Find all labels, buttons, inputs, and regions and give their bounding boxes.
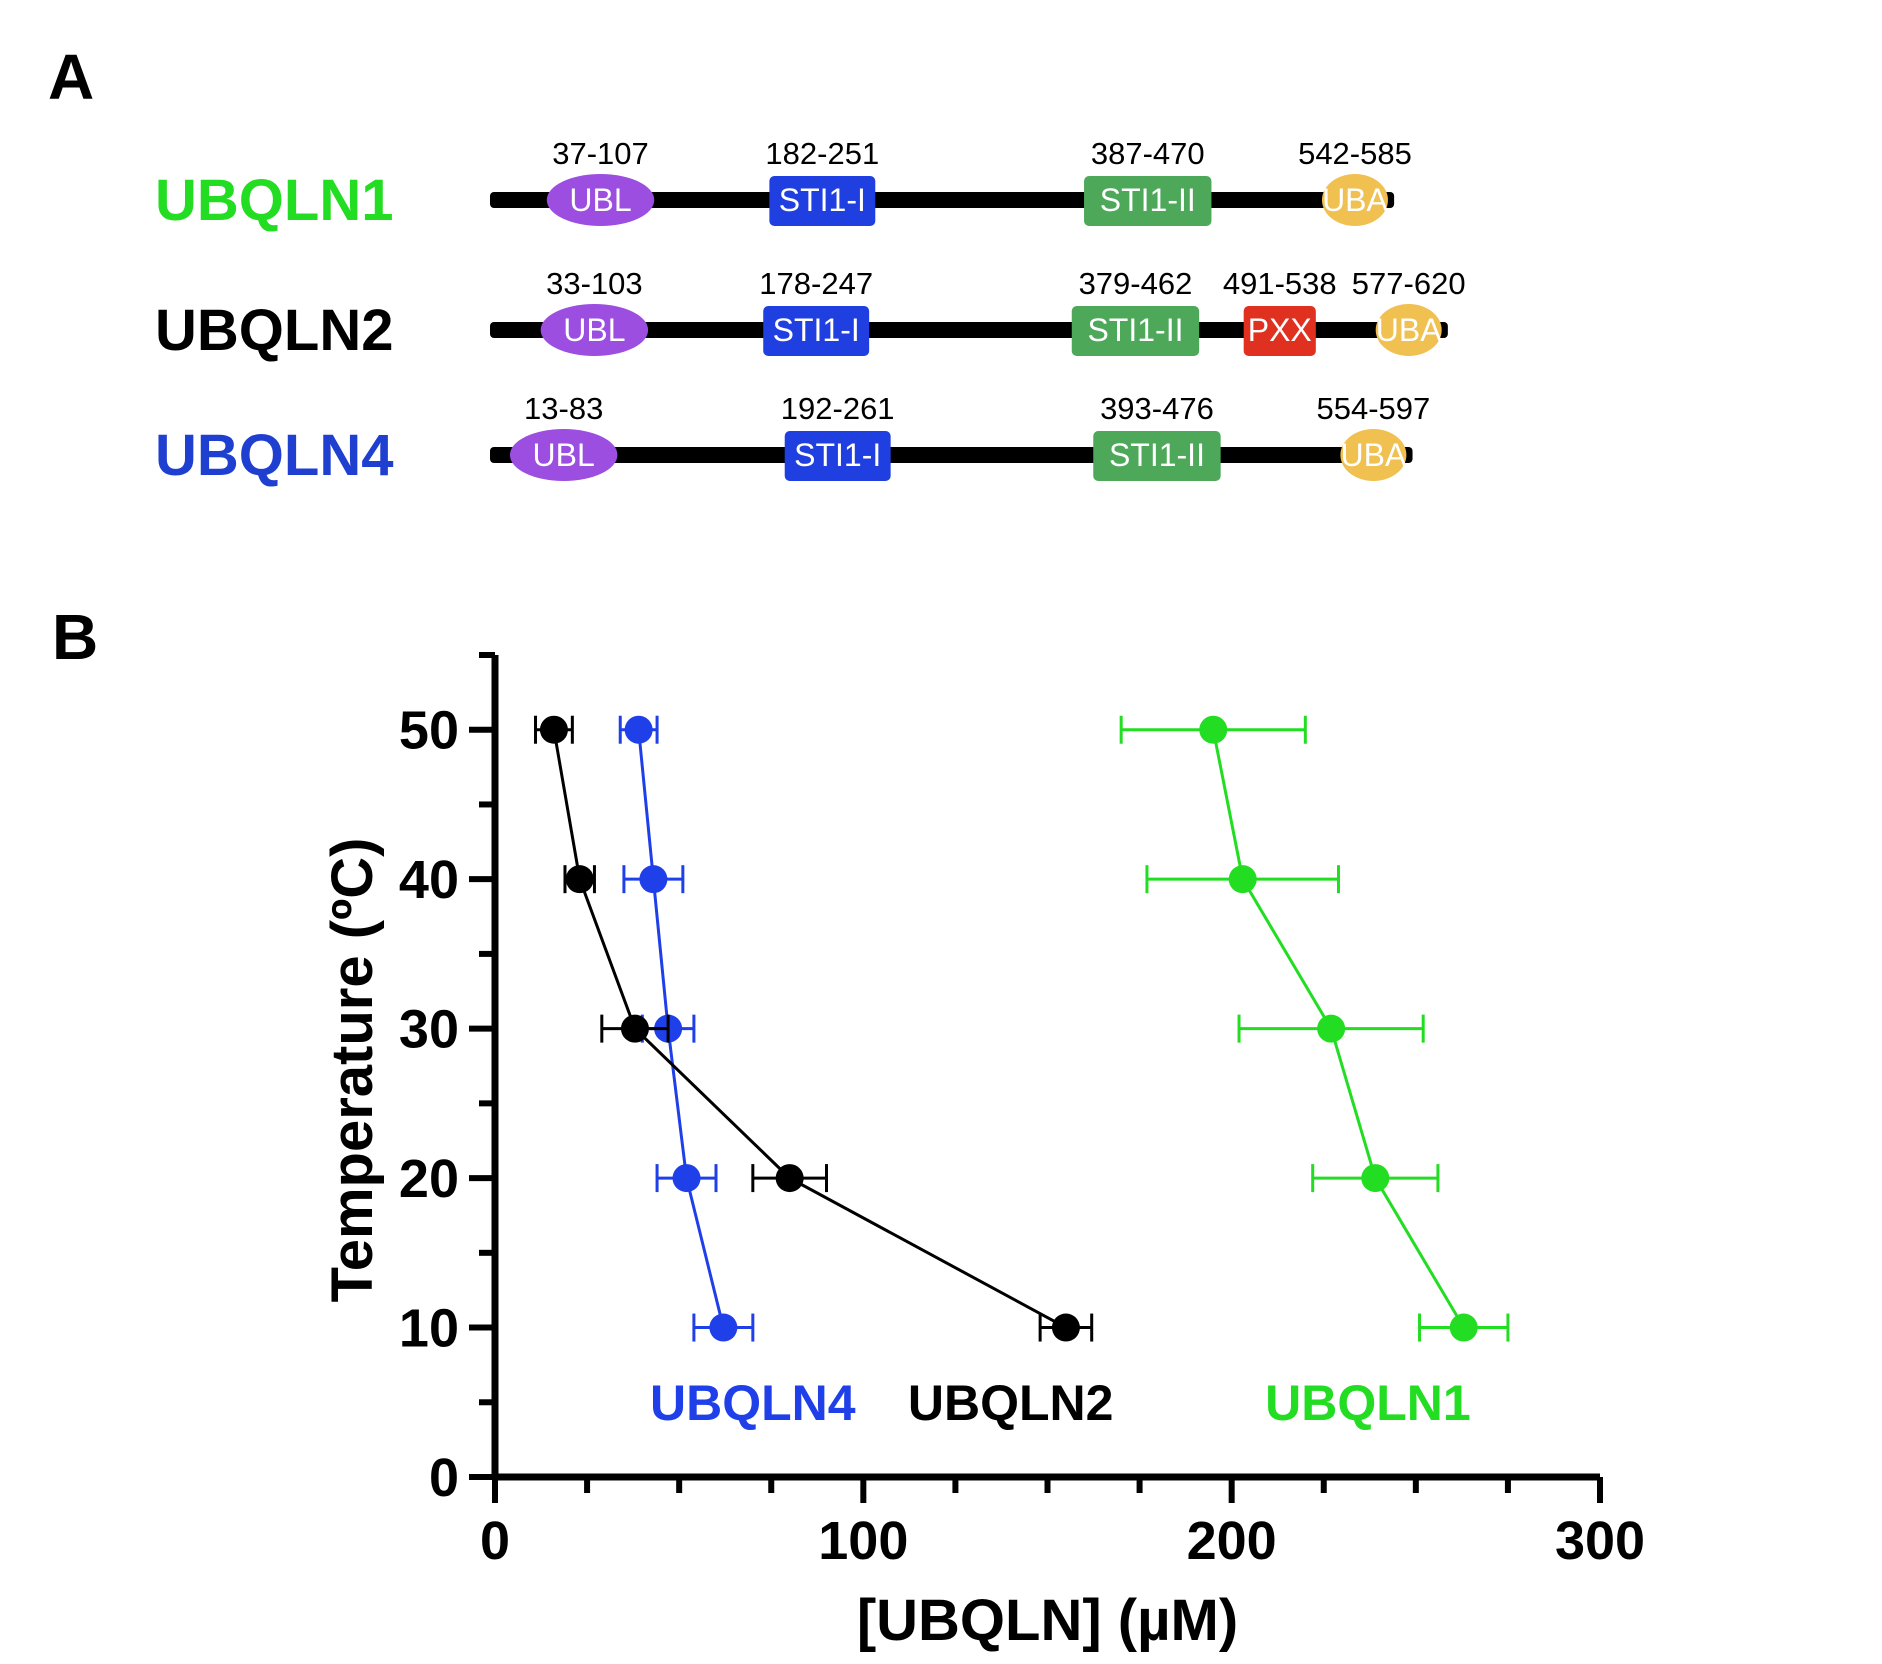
series-ubqln1: UBQLN1 — [1119, 715, 1510, 1431]
domain-sti1-i-label: STI1-I — [773, 312, 860, 348]
protein-name: UBQLN2 — [155, 298, 393, 363]
domain-uba-label: UBA — [1322, 182, 1388, 218]
data-point — [1051, 1313, 1080, 1342]
x-tick-label: 300 — [1555, 1511, 1645, 1571]
domain-uba-label: UBA — [1340, 437, 1406, 473]
series-label: UBQLN2 — [908, 1375, 1114, 1431]
domain-sti1-ii-shape — [1084, 176, 1212, 226]
protein-backbone — [490, 322, 1448, 338]
domain-uba-shape — [1340, 429, 1407, 481]
domain-ubl-range: 33-103 — [546, 266, 643, 301]
domain-ubl-label: UBL — [569, 182, 631, 218]
domain-sti1-ii-label: STI1-II — [1100, 182, 1196, 218]
data-point — [1449, 1313, 1478, 1342]
temperature-chart: 0 100 200 300 0 10 20 30 40 50 [UBQLN] (µM) Tempera… — [320, 652, 1645, 1653]
domain-sti1-ii-shape — [1093, 431, 1221, 481]
y-tick-label: 50 — [399, 701, 459, 761]
protein-row-ubqln1: UBQLN1 UBL 37-107 STI1-I 182-251 STI1-II 387-4… — [155, 136, 1412, 233]
panel-a-letter: A — [48, 41, 95, 113]
domain-ubl-label: UBL — [533, 437, 595, 473]
data-point — [1199, 715, 1228, 744]
axes: 0 100 200 300 0 10 20 30 40 50 [UBQLN] (µM) Tempera… — [320, 652, 1645, 1653]
protein-name: UBQLN4 — [155, 423, 393, 488]
domain-sti1-ii-shape — [1071, 306, 1200, 356]
panel-b-letter: B — [52, 601, 99, 673]
domain-ubl-shape — [509, 429, 618, 481]
domain-uba-shape — [1321, 174, 1388, 226]
domain-uba-range: 554-597 — [1317, 391, 1431, 426]
protein-row-ubqln2: UBQLN2 UBL 33-103 STI1-I 178-247 STI1-II 379-4… — [155, 266, 1466, 363]
protein-backbone — [490, 447, 1413, 463]
x-tick-label: 200 — [1187, 1511, 1277, 1571]
y-tick-label: 20 — [399, 1149, 459, 1209]
data-point — [620, 1014, 649, 1043]
x-axis-title: [UBQLN] (µM) — [857, 1588, 1238, 1653]
y-tick-label: 40 — [399, 850, 459, 910]
data-point — [639, 865, 668, 894]
x-tick-label: 0 — [480, 1511, 510, 1571]
domain-sti1-i-shape — [763, 306, 870, 356]
data-point — [624, 715, 653, 744]
series-ubqln2: UBQLN2 — [534, 715, 1114, 1431]
data-point — [775, 1164, 804, 1193]
domain-ubl-shape — [546, 174, 655, 226]
domain-sti1-ii-label: STI1-II — [1109, 437, 1205, 473]
domain-sti1-i-range: 178-247 — [759, 266, 873, 301]
domain-sti1-i-shape — [784, 431, 891, 481]
domain-uba-range: 542-585 — [1298, 136, 1412, 171]
y-tick-label: 0 — [429, 1448, 459, 1508]
domain-pxx-label: PXX — [1248, 312, 1312, 348]
data-point — [1361, 1164, 1390, 1193]
data-point — [565, 865, 594, 894]
domain-sti1-i-label: STI1-I — [794, 437, 881, 473]
domain-pxx-shape — [1243, 306, 1316, 356]
domain-ubl-range: 37-107 — [552, 136, 649, 171]
domain-sti1-ii-range: 393-476 — [1100, 391, 1214, 426]
protein-name: UBQLN1 — [155, 168, 393, 233]
domain-sti1-i-range: 192-261 — [781, 391, 895, 426]
series-label: UBQLN4 — [650, 1375, 856, 1431]
protein-row-ubqln4: UBQLN4 UBL 13-83 STI1-I 192-261 STI1-II 393-47… — [155, 391, 1430, 488]
domain-sti1-ii-range: 379-462 — [1079, 266, 1193, 301]
domain-sti1-ii-range: 387-470 — [1091, 136, 1205, 171]
domain-uba-range: 577-620 — [1352, 266, 1466, 301]
data-point — [1228, 865, 1257, 894]
data-point — [539, 715, 568, 744]
domain-sti1-i-label: STI1-I — [779, 182, 866, 218]
domain-ubl-range: 13-83 — [524, 391, 603, 426]
y-axis-title: Temperature (ºC) — [320, 838, 385, 1303]
domain-ubl-label: UBL — [563, 312, 625, 348]
domain-uba-shape — [1375, 304, 1442, 356]
domain-diagram: UBQLN1 UBL 37-107 STI1-I 182-251 STI1-II 387-4… — [155, 136, 1466, 488]
y-tick-label: 30 — [399, 1000, 459, 1060]
series-ubqln4: UBQLN4 — [618, 715, 856, 1431]
series-label: UBQLN1 — [1265, 1375, 1471, 1431]
domain-sti1-i-range: 182-251 — [765, 136, 879, 171]
domain-sti1-ii-label: STI1-II — [1087, 312, 1183, 348]
y-tick-label: 10 — [399, 1299, 459, 1359]
domain-pxx-range: 491-538 — [1223, 266, 1337, 301]
domain-uba-label: UBA — [1376, 312, 1442, 348]
data-point — [672, 1164, 701, 1193]
x-tick-label: 100 — [818, 1511, 908, 1571]
domain-ubl-shape — [540, 304, 649, 356]
data-point — [709, 1313, 738, 1342]
domain-sti1-i-shape — [769, 176, 876, 226]
data-point — [1317, 1014, 1346, 1043]
